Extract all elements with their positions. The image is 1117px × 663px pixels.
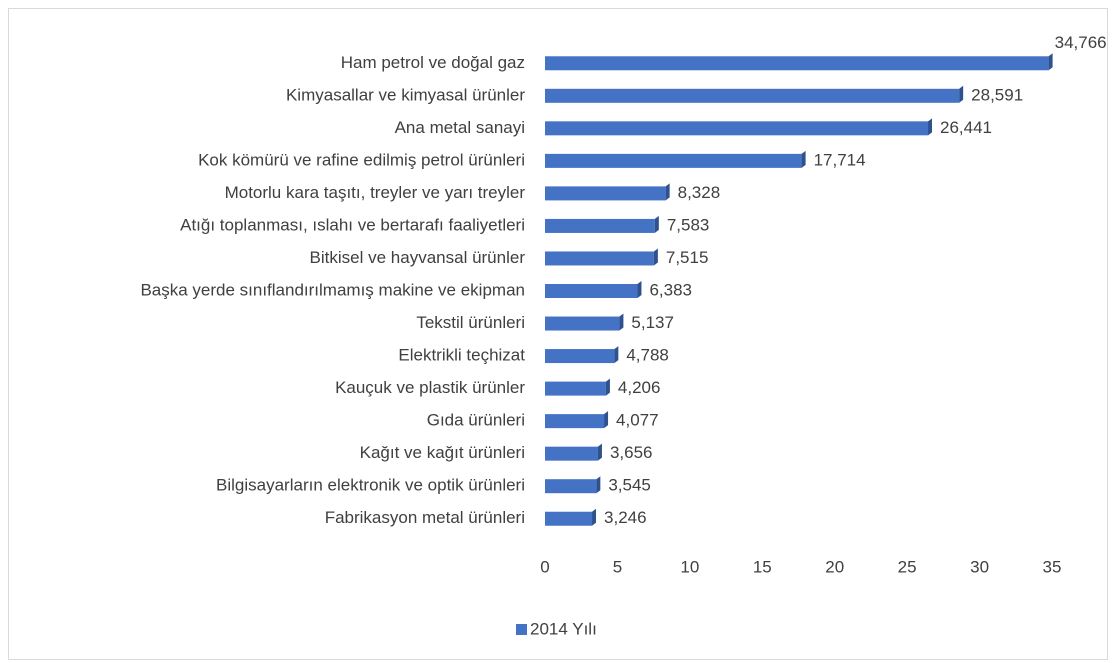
bar-side — [801, 150, 806, 168]
bar-side — [665, 183, 670, 201]
data-label: 34,766 — [1055, 33, 1107, 52]
data-label: 4,077 — [616, 411, 659, 430]
data-label: 3,545 — [608, 476, 651, 495]
bar — [545, 153, 802, 168]
data-label: 28,591 — [971, 85, 1023, 104]
bar — [545, 446, 598, 461]
y-tick-label: Fabrikasyon metal ürünleri — [325, 508, 525, 527]
bar-side — [654, 215, 659, 233]
bar-side — [1048, 53, 1053, 71]
y-tick-label: Bitkisel ve hayvansal ürünler — [310, 248, 526, 267]
data-label: 4,206 — [618, 378, 661, 397]
bar-side — [592, 508, 597, 526]
legend-label: 2014 Yılı — [530, 619, 597, 638]
x-tick-label: 15 — [753, 557, 772, 576]
y-tick-label: Gıda ürünleri — [427, 411, 525, 430]
y-tick-label: Ham petrol ve doğal gaz — [341, 53, 525, 72]
data-label: 7,583 — [667, 215, 710, 234]
data-label: 3,246 — [604, 508, 647, 527]
data-label: 17,714 — [814, 150, 866, 169]
data-label: 26,441 — [940, 118, 992, 137]
x-tick-label: 35 — [1043, 557, 1062, 576]
x-tick-label: 20 — [825, 557, 844, 576]
bar-side — [637, 281, 642, 298]
x-tick-label: 10 — [680, 557, 699, 576]
x-tick-label: 25 — [898, 557, 917, 576]
chart-frame — [8, 8, 1108, 660]
y-tick-label: Atığı toplanması, ıslahı ve bertarafı fa… — [180, 215, 525, 234]
bar — [545, 349, 615, 364]
data-label: 6,383 — [649, 280, 692, 299]
bar-side — [596, 476, 601, 494]
y-tick-label: Başka yerde sınıflandırılmamış makine ve… — [140, 280, 525, 299]
data-label: 5,137 — [631, 313, 674, 332]
y-tick-label: Elektrikli teçhizat — [398, 346, 525, 365]
data-label: 7,515 — [666, 248, 709, 267]
y-tick-label: Tekstil ürünleri — [416, 313, 525, 332]
y-tick-label: Motorlu kara taşıtı, treyler ve yarı tre… — [225, 183, 526, 202]
bar — [545, 479, 597, 494]
y-tick-label: Kauçuk ve plastik ürünler — [335, 378, 525, 397]
y-tick-label: Kok kömürü ve rafine edilmiş petrol ürün… — [198, 150, 525, 169]
bar — [545, 218, 655, 233]
legend-swatch — [516, 624, 527, 635]
bar-side — [604, 411, 609, 429]
bar-side — [928, 118, 933, 136]
bar — [545, 381, 606, 396]
bar — [545, 511, 593, 526]
y-tick-label: Ana metal sanayi — [395, 118, 525, 137]
bar-side — [619, 313, 624, 331]
data-label: 4,788 — [626, 346, 669, 365]
bar-side — [959, 85, 964, 103]
bar — [545, 251, 654, 266]
x-tick-label: 5 — [613, 557, 622, 576]
bar — [545, 186, 666, 201]
bar — [545, 414, 605, 429]
y-tick-label: Kimyasallar ve kimyasal ürünler — [286, 85, 525, 104]
data-label: 3,656 — [610, 443, 653, 462]
data-label: 8,328 — [678, 183, 721, 202]
bar — [545, 121, 929, 136]
bar-side — [653, 248, 658, 266]
bar — [545, 56, 1049, 71]
bar-side — [597, 443, 602, 461]
bar — [545, 316, 620, 331]
y-tick-label: Bilgisayarların elektronik ve optik ürün… — [216, 476, 525, 495]
x-tick-label: 30 — [970, 557, 989, 576]
bar — [545, 88, 960, 103]
bar-side — [605, 378, 610, 396]
bar-side — [614, 346, 619, 364]
x-tick-label: 0 — [540, 557, 549, 576]
bar — [545, 284, 638, 298]
y-tick-label: Kağıt ve kağıt ürünleri — [360, 443, 525, 462]
